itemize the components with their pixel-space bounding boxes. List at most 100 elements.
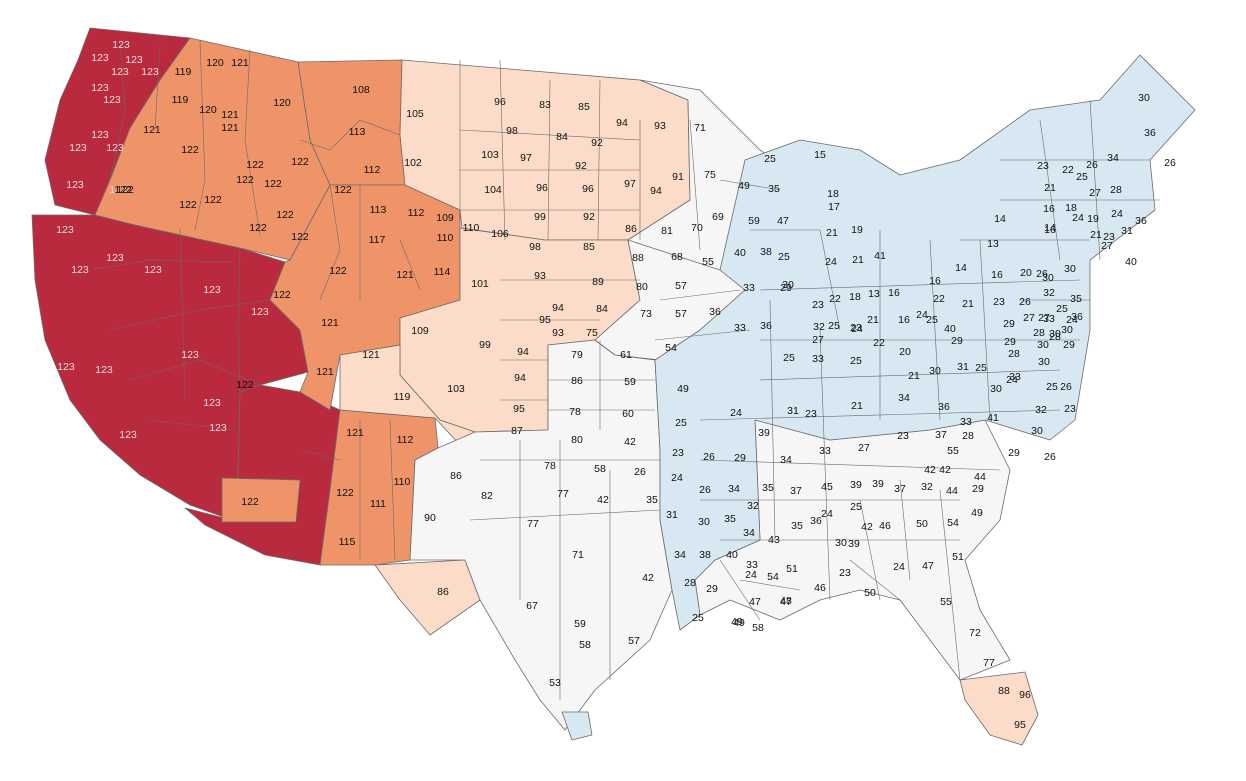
division-line	[459, 129, 641, 141]
value-label: 23	[812, 299, 824, 311]
value-label: 122	[116, 184, 134, 196]
value-label: 51	[786, 563, 798, 575]
value-label: 38	[699, 549, 711, 561]
value-label: 73	[640, 308, 652, 320]
division-line	[109, 299, 271, 331]
value-label: 51	[952, 551, 964, 563]
value-label: 96	[536, 182, 548, 194]
value-label: 23	[897, 430, 909, 442]
value-label: 49	[731, 616, 743, 628]
region-west-texas	[374, 559, 481, 636]
value-label: 96	[582, 183, 594, 195]
value-label: 27	[858, 442, 870, 454]
value-label: 122	[246, 159, 264, 171]
value-label: 111	[370, 498, 386, 510]
value-label: 16	[929, 275, 941, 287]
value-label: 121	[221, 122, 239, 134]
value-label: 109	[411, 325, 429, 337]
value-label: 29	[951, 335, 963, 347]
value-label: 54	[767, 571, 779, 583]
value-label: 93	[654, 120, 666, 132]
division-line	[699, 409, 1061, 421]
value-label: 123	[56, 224, 74, 236]
value-label: 70	[691, 222, 703, 234]
value-label: 123	[111, 66, 129, 78]
value-label: 41	[987, 412, 999, 424]
value-label: 40	[726, 549, 738, 561]
value-label: 93	[534, 270, 546, 282]
value-label: 58	[579, 639, 591, 651]
division-line	[719, 179, 781, 191]
division-line	[739, 579, 801, 591]
value-label: 18	[849, 291, 861, 303]
value-label: 37	[894, 483, 906, 495]
value-label: 33	[960, 416, 972, 428]
division-lines	[89, 39, 1160, 700]
value-label: 123	[112, 39, 130, 51]
value-label: 82	[481, 490, 493, 502]
value-label: 123	[144, 264, 162, 276]
value-label: 112	[408, 207, 425, 219]
value-label: 123	[103, 94, 121, 106]
value-label: 31	[666, 509, 678, 521]
value-label: 54	[665, 342, 677, 354]
value-label: 122	[249, 222, 267, 234]
value-label: 21	[826, 227, 838, 239]
value-label: 36	[760, 320, 772, 332]
value-label: 59	[624, 376, 636, 388]
division-line	[759, 369, 1061, 381]
division-line	[979, 239, 991, 421]
value-label: 14	[994, 213, 1006, 225]
value-label: 36	[1144, 127, 1156, 139]
value-label: 123	[106, 252, 124, 264]
value-label: 93	[552, 327, 564, 339]
value-label: 26	[1164, 157, 1176, 169]
value-label: 119	[175, 66, 192, 78]
value-label: 23	[1037, 160, 1049, 172]
value-label: 77	[983, 657, 995, 669]
value-label: 30	[929, 365, 941, 377]
value-label: 16	[888, 287, 900, 299]
value-label: 22	[1062, 164, 1074, 176]
value-label: 24	[916, 309, 928, 321]
division-line	[759, 279, 1081, 291]
value-label: 29	[1003, 318, 1015, 330]
value-label: 122	[334, 184, 352, 196]
value-label: 99	[534, 211, 546, 223]
value-label: 123	[95, 364, 113, 376]
division-line	[1039, 119, 1061, 261]
value-label: 42	[939, 464, 951, 476]
value-label: 58	[752, 622, 764, 634]
value-label: 28	[1033, 327, 1045, 339]
region-eastern-us	[654, 54, 1196, 631]
value-label: 122	[264, 178, 282, 190]
value-label: 98	[506, 125, 518, 137]
division-line	[149, 419, 236, 431]
division-line	[597, 79, 601, 241]
value-label: 106	[491, 228, 509, 240]
value-label: 71	[694, 122, 706, 134]
value-label: 16	[1043, 203, 1055, 215]
value-label: 99	[479, 339, 491, 351]
value-label: 121	[321, 317, 339, 329]
value-label: 19	[1087, 213, 1099, 225]
value-label: 123	[119, 429, 137, 441]
value-label: 36	[1135, 215, 1147, 227]
value-label: 42	[924, 464, 936, 476]
value-label: 30	[990, 383, 1002, 395]
value-label: 28	[684, 577, 696, 589]
value-label: 97	[624, 178, 636, 190]
value-label: 94	[514, 372, 526, 384]
value-label: 59	[748, 215, 760, 227]
value-label: 24	[1111, 208, 1123, 220]
value-label: 55	[702, 256, 714, 268]
value-label: 121	[221, 109, 239, 121]
value-label: 88	[998, 685, 1010, 697]
value-label: 25	[975, 362, 987, 374]
division-line	[899, 479, 911, 581]
value-label: 115	[339, 536, 356, 548]
value-label: 121	[143, 124, 161, 136]
value-label: 120	[206, 57, 224, 69]
value-label: 25	[828, 320, 840, 332]
value-label: 42	[597, 494, 609, 506]
